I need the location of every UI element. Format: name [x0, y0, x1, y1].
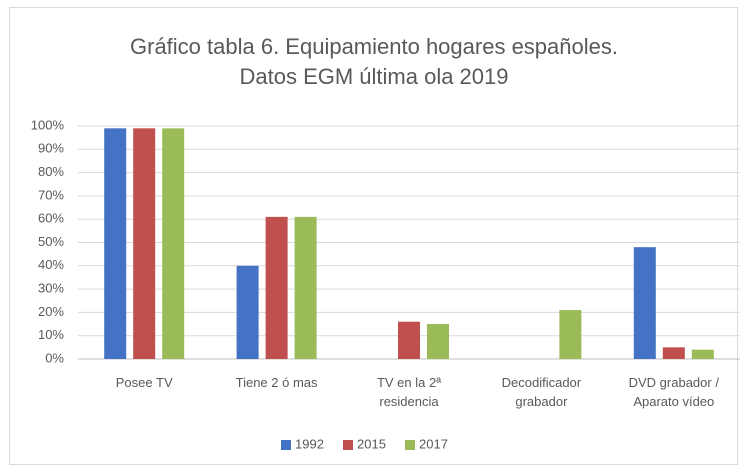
- legend-swatch: [343, 440, 353, 450]
- bar: [236, 265, 259, 359]
- bar: [559, 310, 582, 359]
- x-tick-label: TV en la 2ª residencia: [376, 375, 442, 409]
- bar: [162, 128, 185, 359]
- bar: [265, 216, 288, 359]
- x-tick-label: Decodificador grabador: [501, 375, 582, 409]
- y-tick-label: 10%: [38, 327, 64, 342]
- y-tick-label: 50%: [38, 234, 64, 249]
- chart-frame: [9, 7, 738, 465]
- chart-title: Gráfico tabla 6. Equipamiento hogares es…: [130, 34, 618, 89]
- bar: [691, 349, 714, 359]
- x-tick-label: DVD grabador / Aparato vídeo: [628, 375, 719, 409]
- legend-swatch: [405, 440, 415, 450]
- legend-label: 1992: [295, 436, 324, 451]
- legend-label: 2015: [357, 436, 386, 451]
- bar: [398, 321, 420, 359]
- y-tick-label: 20%: [38, 304, 64, 319]
- x-tick-label: Posee TV: [115, 375, 173, 390]
- y-tick-label: 0%: [45, 350, 64, 365]
- bar: [662, 347, 685, 359]
- bar: [427, 324, 449, 359]
- y-tick-label: 30%: [38, 281, 64, 296]
- y-tick-label: 90%: [38, 141, 64, 156]
- y-tick-label: 60%: [38, 211, 64, 226]
- bar: [104, 128, 127, 359]
- y-tick-label: 70%: [38, 187, 64, 202]
- y-tick-label: 100%: [31, 117, 65, 132]
- y-tick-label: 40%: [38, 257, 64, 272]
- legend-label: 2017: [419, 436, 448, 451]
- bar: [633, 247, 656, 359]
- bar: [294, 216, 317, 359]
- y-tick-label: 80%: [38, 164, 64, 179]
- bar: [133, 128, 156, 359]
- legend-swatch: [281, 440, 291, 450]
- x-tick-label: Tiene 2 ó mas: [235, 375, 318, 390]
